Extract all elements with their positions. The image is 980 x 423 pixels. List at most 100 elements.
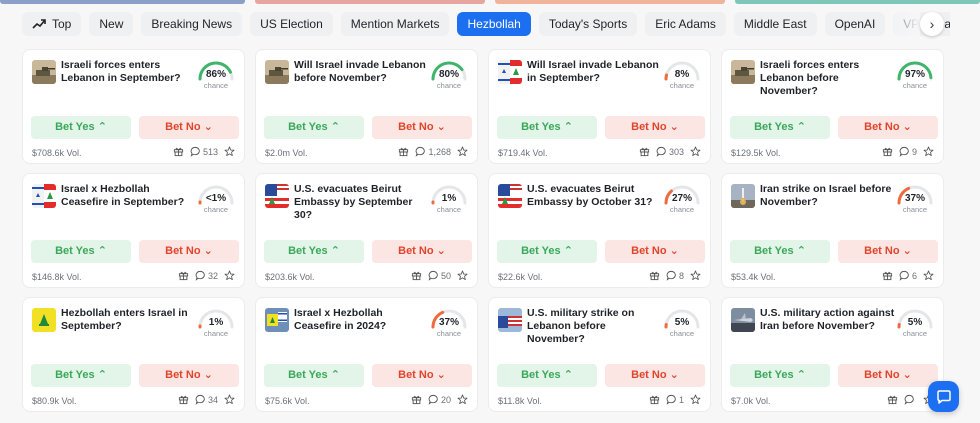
tab-us-election[interactable]: US Election — [250, 12, 333, 36]
market-card[interactable]: U.S. evacuates Beirut Embassy by October… — [488, 173, 711, 288]
market-title[interactable]: Israel x Hezbollah Ceasefire in Septembe… — [61, 183, 185, 208]
comments-link[interactable]: 50 — [428, 270, 451, 281]
market-title[interactable]: Israeli forces enters Lebanon before Nov… — [760, 59, 860, 97]
market-card[interactable]: U.S. military action against Iran before… — [721, 297, 944, 412]
market-title[interactable]: U.S. military action against Iran before… — [760, 307, 895, 332]
bet-yes-button[interactable]: Bet Yes ⌃ — [264, 116, 364, 139]
bet-no-button[interactable]: Bet No ⌄ — [139, 240, 239, 263]
star-icon[interactable] — [224, 146, 235, 157]
bet-no-button[interactable]: Bet No ⌄ — [605, 116, 705, 139]
tab-today-s-sports[interactable]: Today's Sports — [538, 12, 638, 36]
market-card[interactable]: Israeli forces enters Lebanon before Nov… — [721, 49, 944, 164]
star-icon[interactable] — [923, 146, 934, 157]
tab-openai[interactable]: OpenAI — [824, 12, 886, 36]
bet-no-button[interactable]: Bet No ⌄ — [372, 364, 472, 387]
comments-link[interactable]: 303 — [656, 146, 684, 157]
bet-yes-button[interactable]: Bet Yes ⌃ — [730, 240, 830, 263]
comments-link[interactable]: 1 — [666, 394, 684, 405]
gift-icon[interactable] — [639, 146, 650, 157]
star-icon[interactable] — [457, 270, 468, 281]
market-title[interactable]: Will Israel invade Lebanon in September? — [527, 59, 659, 84]
bet-yes-button[interactable]: Bet Yes ⌃ — [730, 364, 830, 387]
star-icon[interactable] — [923, 270, 934, 281]
gift-icon[interactable] — [882, 270, 893, 281]
market-title[interactable]: U.S. evacuates Beirut Embassy by Septemb… — [294, 183, 413, 221]
gift-icon[interactable] — [411, 270, 422, 281]
bet-yes-button[interactable]: Bet Yes ⌃ — [730, 116, 830, 139]
market-card[interactable]: Israeli forces enters Lebanon in Septemb… — [22, 49, 245, 164]
bet-no-button[interactable]: Bet No ⌄ — [838, 240, 938, 263]
bet-yes-button[interactable]: Bet Yes ⌃ — [497, 116, 597, 139]
comments-link[interactable]: 8 — [666, 270, 684, 281]
tab-new[interactable]: New — [89, 12, 134, 36]
comments-link[interactable]: 513 — [190, 146, 218, 157]
tab-middle-east[interactable]: Middle East — [733, 12, 817, 36]
bet-no-button[interactable]: Bet No ⌄ — [139, 116, 239, 139]
market-card[interactable]: Will Israel invade Lebanon before Novemb… — [255, 49, 478, 164]
market-title[interactable]: Hezbollah enters Israel in September? — [61, 307, 188, 332]
bet-no-button[interactable]: Bet No ⌄ — [372, 116, 472, 139]
star-icon[interactable] — [224, 394, 235, 405]
comments-link[interactable]: 32 — [195, 270, 218, 281]
market-card[interactable]: Iran strike on Israel before November? 3… — [721, 173, 944, 288]
tab-breaking-news[interactable]: Breaking News — [141, 12, 243, 36]
star-icon[interactable] — [457, 394, 468, 405]
gift-icon[interactable] — [882, 146, 893, 157]
market-title[interactable]: Israel x Hezbollah Ceasefire in 2024? — [294, 307, 387, 332]
market-title[interactable]: Iran strike on Israel before November? — [760, 183, 892, 208]
market-title[interactable]: Israeli forces enters Lebanon in Septemb… — [61, 59, 181, 84]
tab-mention-markets[interactable]: Mention Markets — [340, 12, 450, 36]
bet-yes-button[interactable]: Bet Yes ⌃ — [31, 240, 131, 263]
comments-link[interactable]: 9 — [899, 146, 917, 157]
gift-icon[interactable] — [178, 270, 189, 281]
market-card[interactable]: Hezbollah enters Israel in September? 1%… — [22, 297, 245, 412]
star-icon[interactable] — [690, 146, 701, 157]
chance-gauge: 97% chance — [895, 58, 935, 90]
bet-yes-button[interactable]: Bet Yes ⌃ — [497, 364, 597, 387]
bet-no-button[interactable]: Bet No ⌄ — [605, 240, 705, 263]
comment-icon — [416, 146, 426, 157]
bet-yes-button[interactable]: Bet Yes ⌃ — [497, 240, 597, 263]
market-title[interactable]: U.S. military strike on Lebanon before N… — [527, 307, 635, 345]
market-card[interactable]: Israel x Hezbollah Ceasefire in Septembe… — [22, 173, 245, 288]
market-card[interactable]: U.S. evacuates Beirut Embassy by Septemb… — [255, 173, 478, 288]
bet-yes-button[interactable]: Bet Yes ⌃ — [31, 364, 131, 387]
gift-icon[interactable] — [887, 394, 898, 405]
chat-button[interactable] — [928, 381, 959, 412]
chance-label: chance — [669, 205, 695, 214]
bet-no-button[interactable]: Bet No ⌄ — [838, 116, 938, 139]
bet-no-button[interactable]: Bet No ⌄ — [605, 364, 705, 387]
tab-hezbollah[interactable]: Hezbollah — [457, 12, 531, 36]
star-icon[interactable] — [690, 270, 701, 281]
comments-link[interactable]: 6 — [899, 270, 917, 281]
bet-no-button[interactable]: Bet No ⌄ — [838, 364, 938, 387]
gift-icon[interactable] — [398, 146, 409, 157]
tab-eric-adams[interactable]: Eric Adams — [645, 12, 726, 36]
bet-yes-button[interactable]: Bet Yes ⌃ — [264, 364, 364, 387]
comments-link[interactable]: 34 — [195, 394, 218, 405]
strip-segment — [735, 0, 980, 4]
comments-link[interactable] — [904, 394, 917, 405]
market-card[interactable]: Israel x Hezbollah Ceasefire in 2024? 37… — [255, 297, 478, 412]
market-card[interactable]: Will Israel invade Lebanon in September?… — [488, 49, 711, 164]
gift-icon[interactable] — [411, 394, 422, 405]
bet-yes-button[interactable]: Bet Yes ⌃ — [31, 116, 131, 139]
bet-no-button[interactable]: Bet No ⌄ — [139, 364, 239, 387]
gift-icon[interactable] — [178, 394, 189, 405]
comments-link[interactable]: 20 — [428, 394, 451, 405]
gift-icon[interactable] — [649, 270, 660, 281]
star-icon[interactable] — [457, 146, 468, 157]
star-icon[interactable] — [690, 394, 701, 405]
market-title[interactable]: Will Israel invade Lebanon before Novemb… — [294, 59, 426, 84]
market-title[interactable]: U.S. evacuates Beirut Embassy by October… — [527, 183, 653, 208]
star-icon[interactable] — [224, 270, 235, 281]
scroll-right-button[interactable]: › — [920, 12, 944, 36]
bet-no-button[interactable]: Bet No ⌄ — [372, 240, 472, 263]
bet-yes-button[interactable]: Bet Yes ⌃ — [264, 240, 364, 263]
market-card[interactable]: U.S. military strike on Lebanon before N… — [488, 297, 711, 412]
gift-icon[interactable] — [649, 394, 660, 405]
comments-link[interactable]: 1,268 — [415, 146, 451, 157]
tab-top[interactable]: Top — [22, 12, 82, 36]
gift-icon[interactable] — [173, 146, 184, 157]
volume: $719.4k Vol. — [498, 148, 548, 158]
